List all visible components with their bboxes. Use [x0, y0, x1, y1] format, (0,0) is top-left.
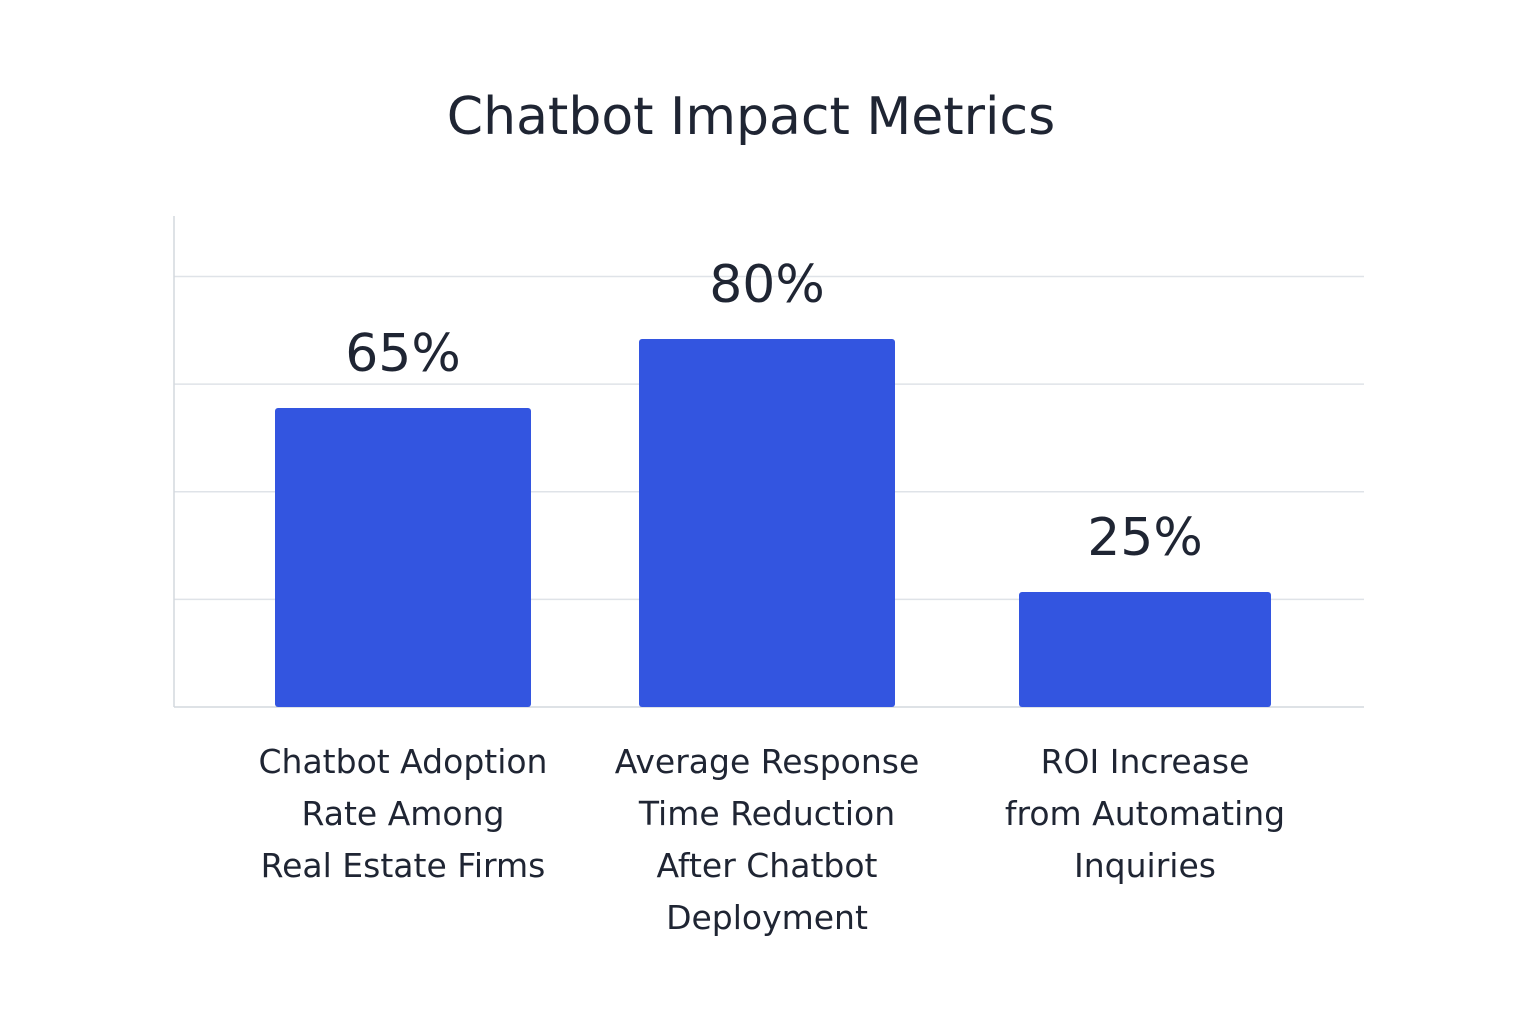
bar: [275, 408, 531, 707]
chart-title: Chatbot Impact Metrics: [447, 87, 1055, 147]
bars: [275, 339, 1271, 707]
bar: [1019, 592, 1271, 707]
tick-label: ROI Increase from Automating Inquiries: [1005, 742, 1285, 885]
labels: 65% Chatbot Adoption Rate Among Real Estate…: [259, 255, 1286, 937]
tick-label-line: Time Reduction: [638, 794, 895, 833]
tick-label-line: Average Response: [615, 742, 920, 781]
bar: [639, 339, 895, 707]
tick-label-line: ROI Increase: [1041, 742, 1250, 781]
tick-label-line: Deployment: [666, 898, 868, 937]
tick-label-line: Real Estate Firms: [261, 846, 546, 885]
data-label: 25%: [1087, 508, 1203, 568]
tick-label-line: from Automating: [1005, 794, 1285, 833]
tick-label-line: Chatbot Adoption: [259, 742, 548, 781]
tick-label: Average Response Time Reduction After Chat…: [615, 742, 920, 937]
tick-label-line: Inquiries: [1074, 846, 1216, 885]
tick-label-line: After Chatbot: [657, 846, 878, 885]
data-label: 80%: [709, 255, 825, 315]
data-label: 65%: [345, 324, 461, 384]
tick-label: Chatbot Adoption Rate Among Real Estate Fi…: [259, 742, 548, 885]
tick-label-line: Rate Among: [302, 794, 505, 833]
